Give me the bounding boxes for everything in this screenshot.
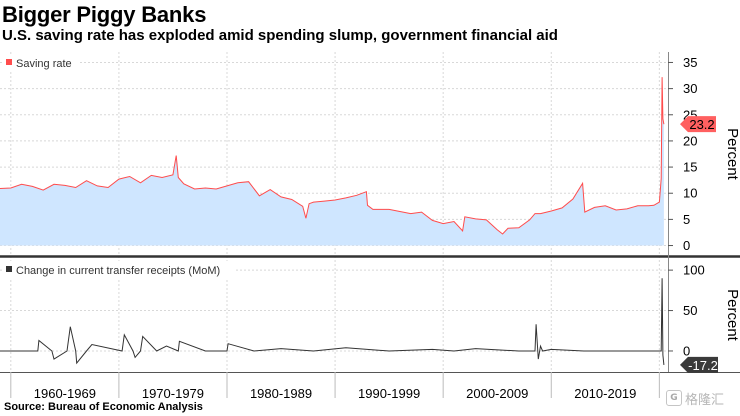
- decade-label: 2010-2019: [574, 386, 636, 400]
- bottom-legend-box: [2, 261, 236, 279]
- bottom-plot: [0, 278, 665, 365]
- saving-rate-callout: [680, 116, 716, 133]
- top-legend-swatch: [6, 59, 12, 65]
- label-layer: 05101520253035050100PercentPercent23.2-1…: [2, 54, 740, 400]
- top-ytick-label: 15: [683, 160, 697, 175]
- axes-layer: [0, 52, 740, 398]
- watermark-logo: G 格隆汇: [666, 387, 736, 409]
- top-ytick-label: 10: [683, 186, 697, 201]
- source-note: Source: Bureau of Economic Analysis: [4, 401, 203, 413]
- decade-label: 1970-1979: [142, 386, 204, 400]
- transfer-receipts-line: [0, 278, 665, 365]
- decade-label: 1990-1999: [358, 386, 420, 400]
- top-plot: [0, 77, 665, 246]
- decade-label: 1960-1969: [34, 386, 96, 400]
- top-legend-box: [2, 54, 80, 72]
- chart-canvas: 05101520253035050100PercentPercent23.2-1…: [0, 52, 740, 400]
- watermark-g-icon: G: [666, 390, 682, 406]
- bottom-ylabel: Percent: [724, 289, 740, 342]
- top-ytick-label: 35: [683, 55, 697, 70]
- bottom-ytick-label: 100: [683, 263, 705, 278]
- top-ytick-label: 0: [683, 238, 690, 253]
- transfer-callout-label: -17.2: [688, 358, 718, 373]
- transfer-callout: [680, 356, 718, 373]
- saving-rate-line: [0, 77, 665, 235]
- top-ylabel: Percent: [724, 128, 740, 181]
- watermark-text: 格隆汇: [685, 392, 725, 408]
- saving-rate-callout-label: 23.2: [689, 117, 714, 132]
- chart-subtitle: U.S. saving rate has exploded amid spend…: [2, 27, 558, 44]
- saving-rate-area: [0, 77, 664, 246]
- decade-label: 2000-2009: [466, 386, 528, 400]
- bottom-ytick-label: 0: [683, 343, 690, 358]
- bottom-ytick-label: 50: [683, 303, 697, 318]
- bottom-legend-swatch: [6, 266, 12, 272]
- top-ytick-label: 5: [683, 212, 690, 227]
- decade-label: 1980-1989: [250, 386, 312, 400]
- bottom-legend-label: Change in current transfer receipts (MoM…: [16, 265, 220, 277]
- top-ytick-label: 20: [683, 133, 697, 148]
- top-legend-label: Saving rate: [16, 58, 72, 70]
- chart-title: Bigger Piggy Banks: [2, 2, 207, 27]
- top-ytick-label: 30: [683, 81, 697, 96]
